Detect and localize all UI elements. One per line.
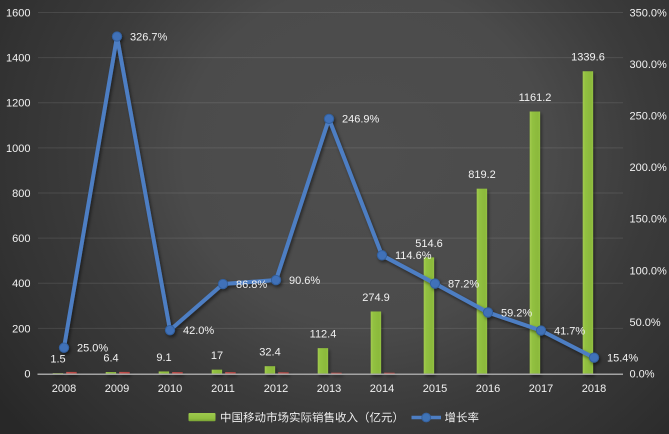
svg-text:2008: 2008 xyxy=(52,383,76,395)
svg-text:1400: 1400 xyxy=(6,53,30,65)
svg-text:86.8%: 86.8% xyxy=(236,279,267,291)
svg-text:600: 600 xyxy=(12,233,30,245)
svg-text:2009: 2009 xyxy=(105,383,129,395)
svg-text:1200: 1200 xyxy=(6,98,30,110)
svg-text:50.0%: 50.0% xyxy=(630,317,661,329)
svg-text:2017: 2017 xyxy=(529,383,553,395)
svg-text:41.7%: 41.7% xyxy=(554,325,585,337)
svg-text:274.9: 274.9 xyxy=(362,292,390,304)
svg-text:15.4%: 15.4% xyxy=(607,353,638,365)
svg-text:100.0%: 100.0% xyxy=(630,265,668,277)
svg-text:1000: 1000 xyxy=(6,143,30,155)
svg-text:112.4: 112.4 xyxy=(310,329,337,341)
svg-text:2012: 2012 xyxy=(264,383,288,395)
svg-text:200: 200 xyxy=(12,323,30,335)
svg-text:25.0%: 25.0% xyxy=(77,343,108,355)
svg-text:1339.6: 1339.6 xyxy=(571,52,605,64)
svg-text:0: 0 xyxy=(24,368,30,380)
svg-text:2015: 2015 xyxy=(423,383,447,395)
svg-text:90.6%: 90.6% xyxy=(289,275,320,287)
svg-text:42.0%: 42.0% xyxy=(183,325,214,337)
svg-text:6.4: 6.4 xyxy=(103,353,118,365)
svg-text:1.5: 1.5 xyxy=(50,354,65,366)
svg-text:87.2%: 87.2% xyxy=(448,278,479,290)
svg-text:0.0%: 0.0% xyxy=(630,368,655,380)
svg-text:2016: 2016 xyxy=(476,383,500,395)
svg-text:1161.2: 1161.2 xyxy=(519,92,552,104)
svg-text:514.6: 514.6 xyxy=(415,238,443,250)
svg-text:326.7%: 326.7% xyxy=(130,31,168,43)
svg-text:250.0%: 250.0% xyxy=(630,111,668,123)
svg-text:59.2%: 59.2% xyxy=(501,307,532,319)
svg-text:819.2: 819.2 xyxy=(468,169,496,181)
svg-text:1600: 1600 xyxy=(6,7,30,19)
svg-text:350.0%: 350.0% xyxy=(630,7,668,19)
svg-text:200.0%: 200.0% xyxy=(630,162,668,174)
svg-text:246.9%: 246.9% xyxy=(342,114,380,126)
svg-text:400: 400 xyxy=(12,278,30,290)
svg-text:32.4: 32.4 xyxy=(259,347,280,359)
svg-text:2013: 2013 xyxy=(317,383,341,395)
svg-text:9.1: 9.1 xyxy=(156,352,171,364)
svg-text:2010: 2010 xyxy=(158,383,182,395)
svg-text:150.0%: 150.0% xyxy=(630,214,668,226)
svg-text:800: 800 xyxy=(12,188,30,200)
svg-text:17: 17 xyxy=(211,350,223,362)
svg-text:2018: 2018 xyxy=(582,383,606,395)
svg-text:2011: 2011 xyxy=(211,383,235,395)
svg-text:300.0%: 300.0% xyxy=(630,59,668,71)
svg-text:2014: 2014 xyxy=(370,383,394,395)
svg-text:114.6%: 114.6% xyxy=(395,250,432,262)
